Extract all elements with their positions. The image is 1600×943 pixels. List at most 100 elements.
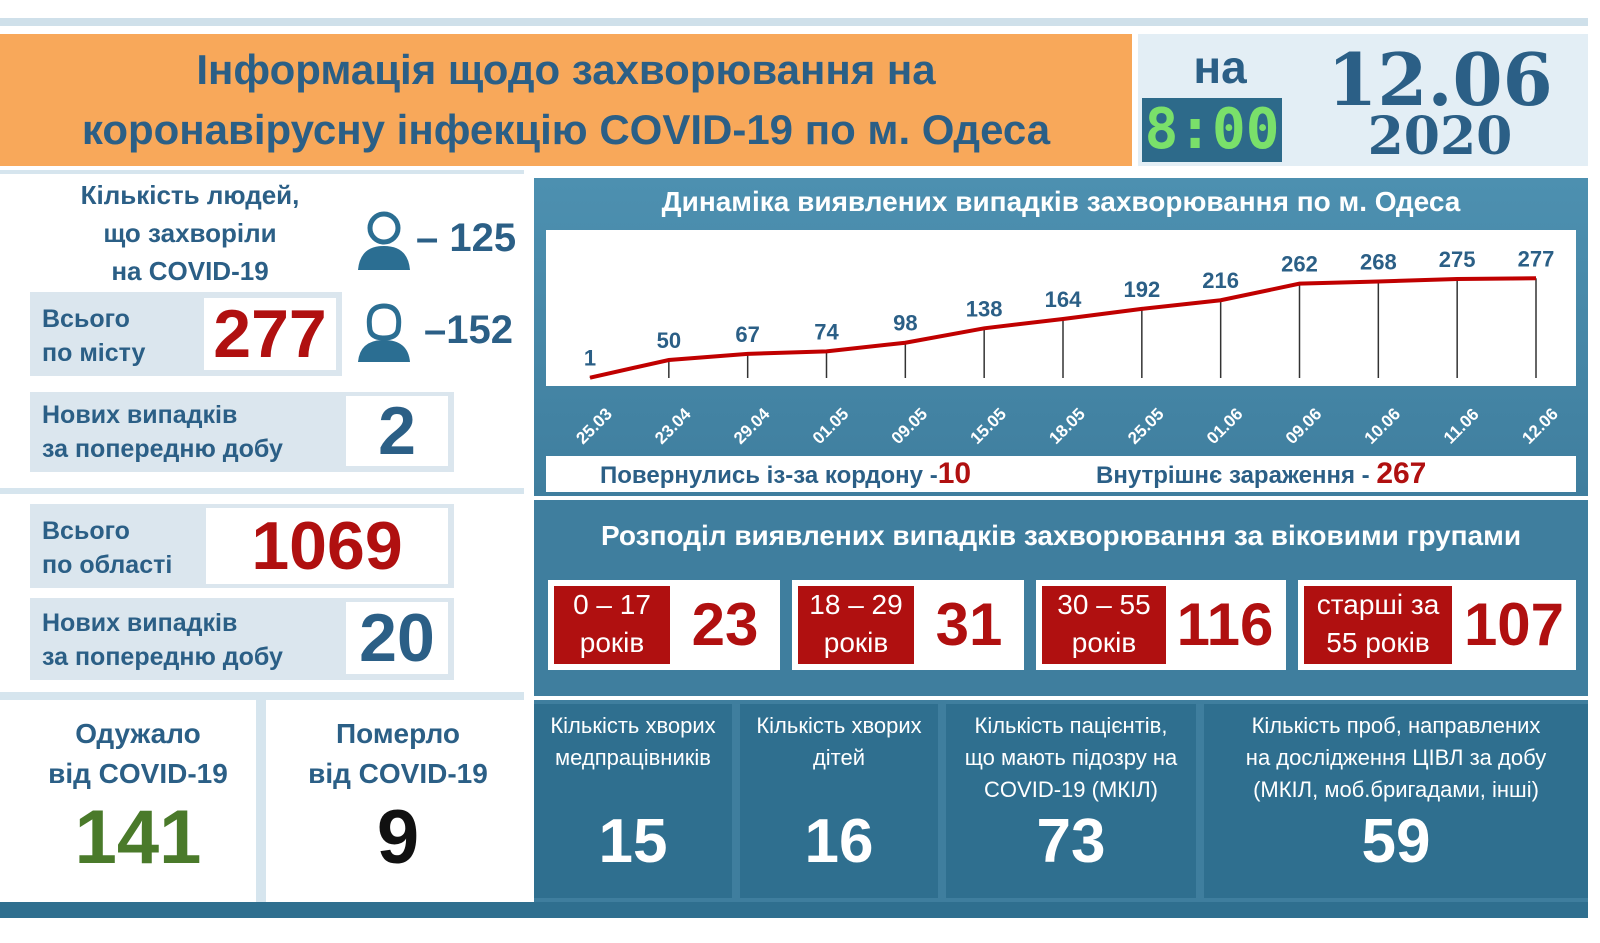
stat-label: Кількість пацієнтів, що мають підозру на… xyxy=(946,710,1196,806)
stat-label-line: Кількість хворих xyxy=(756,713,922,738)
plot-area xyxy=(546,230,1576,386)
stat-medical-staff xyxy=(534,704,732,898)
divider xyxy=(0,692,524,700)
internal-info: Внутрішнє зараження - 267 xyxy=(1096,458,1426,492)
footer-bar xyxy=(0,902,1588,918)
label-line: Одужало xyxy=(75,718,201,749)
region-total-value: 1069 xyxy=(206,508,448,584)
region-new-value: 20 xyxy=(346,602,448,674)
city-total-value: 277 xyxy=(204,298,336,370)
label-line: Померло xyxy=(335,718,461,749)
tick-label: 25.03 xyxy=(572,404,616,448)
stat-suspected xyxy=(946,704,1196,898)
data-label: 50 xyxy=(657,328,681,353)
stat-children xyxy=(740,704,938,898)
returned-label: Повернулись із-за кордону - xyxy=(600,462,938,489)
internal-value: 267 xyxy=(1376,457,1427,490)
age-label-line: 0 – 17 xyxy=(573,589,651,620)
region-total-label: Всього по області xyxy=(42,514,172,582)
people-label-line: на COVID-19 xyxy=(111,256,269,286)
people-label-line: що захворіли xyxy=(103,218,277,248)
data-label: 216 xyxy=(1202,268,1239,293)
male-icon xyxy=(358,211,410,270)
divider xyxy=(0,170,524,174)
returned-value: 10 xyxy=(937,457,972,490)
date-year: 2020 xyxy=(1367,106,1513,167)
data-label: 262 xyxy=(1281,252,1318,277)
date-day: 12.06 xyxy=(1327,37,1553,122)
time-display: 8:00 xyxy=(1142,98,1282,162)
stat-value: 16 xyxy=(804,807,874,876)
stat-label: Кількість проб, направлених на досліджен… xyxy=(1204,710,1588,806)
tick-label: 18.05 xyxy=(1045,404,1089,448)
people-label-line: Кількість людей, xyxy=(80,180,300,210)
recovered-label: Одужало від COVID-19 xyxy=(20,714,256,794)
divider xyxy=(0,488,524,494)
data-label: 67 xyxy=(735,322,759,347)
age-label-line: старші за xyxy=(1316,589,1440,620)
stat-label-line: Кількість проб, направлених xyxy=(1251,713,1541,738)
age-group-label: 18 – 29 років xyxy=(798,586,914,664)
age-group-label: старші за 55 років xyxy=(1304,586,1452,664)
age-label-line: 55 років xyxy=(1326,627,1430,658)
stat-value: 15 xyxy=(598,807,668,876)
series-line xyxy=(589,276,1537,380)
stat-label-line: на дослідження ЦІВЛ за добу xyxy=(1245,745,1547,770)
title-line-1: Інформація щодо захворювання на xyxy=(196,46,936,93)
data-label: 277 xyxy=(1518,246,1555,271)
age-group-value: 23 xyxy=(691,591,759,658)
died-value: 9 xyxy=(376,795,420,880)
label-line: Нових випадків xyxy=(42,401,238,429)
city-total-label: Всього по місту xyxy=(42,302,145,370)
age-group-value: 116 xyxy=(1176,591,1274,658)
chart-title: Динаміка виявлених випадків захворювання… xyxy=(661,186,1461,217)
title-line-2: коронавірусну інфекцію COVID-19 по м. Од… xyxy=(81,106,1051,153)
stat-label-line: COVID-19 (МКІЛ) xyxy=(984,777,1158,802)
label-line: за попередню добу xyxy=(42,643,283,671)
stat-label-line: Кількість пацієнтів, xyxy=(974,713,1168,738)
data-label: 138 xyxy=(966,296,1003,321)
tick-label: 01.06 xyxy=(1203,404,1247,448)
data-label: 98 xyxy=(893,311,917,336)
data-label: 164 xyxy=(1045,287,1082,312)
label-line: Всього xyxy=(42,305,130,333)
label-line: від COVID-19 xyxy=(48,758,228,789)
data-label: 1 xyxy=(584,346,596,371)
age-label-line: років xyxy=(579,627,645,658)
recovered-value: 141 xyxy=(74,795,202,880)
age-group-label: 0 – 17 років xyxy=(554,586,670,664)
city-new-label: Нових випадків за попередню добу xyxy=(42,398,283,466)
stat-label-line: дітей xyxy=(812,745,866,770)
people-label: Кількість людей, що захворіли на COVID-1… xyxy=(40,176,340,290)
date-prefix: на xyxy=(1193,41,1247,93)
stat-label-line: Кількість хворих xyxy=(550,713,716,738)
age-group-label: 30 – 55 років xyxy=(1042,586,1166,664)
female-icon xyxy=(358,303,410,362)
label-line: від COVID-19 xyxy=(308,758,488,789)
stat-value: 59 xyxy=(1361,807,1431,876)
died-label: Померло від COVID-19 xyxy=(276,714,520,794)
data-label: 192 xyxy=(1123,277,1160,302)
label-line: за попередню добу xyxy=(42,435,283,463)
male-count: – 125 xyxy=(416,216,517,260)
tick-label: 12.06 xyxy=(1518,404,1562,448)
label-line: по області xyxy=(42,551,173,579)
line-chart: 1 50 67 74 98 138 164 192 216 262 268 275 277 25.03 23… xyxy=(572,246,1562,448)
tick-label: 15.05 xyxy=(967,404,1011,448)
data-label: 268 xyxy=(1360,250,1397,275)
data-label: 74 xyxy=(814,319,839,344)
internal-label: Внутрішнє зараження - xyxy=(1096,462,1377,489)
returned-info: Повернулись із-за кордону -10 xyxy=(600,458,971,492)
age-label-line: 18 – 29 xyxy=(809,589,903,620)
divider xyxy=(256,700,266,902)
age-group-value: 31 xyxy=(935,591,1003,658)
tick-label: 10.06 xyxy=(1361,404,1405,448)
city-new-value: 2 xyxy=(346,396,448,466)
age-label-line: 30 – 55 xyxy=(1057,589,1151,620)
stat-label: Кількість хворих дітей xyxy=(740,710,938,774)
age-title: Розподіл виявлених випадків захворювання… xyxy=(600,520,1522,551)
tick-label: 25.05 xyxy=(1124,404,1168,448)
tick-label: 29.04 xyxy=(730,404,774,448)
label-line: по місту xyxy=(42,339,146,367)
label-line: Всього xyxy=(42,517,130,545)
